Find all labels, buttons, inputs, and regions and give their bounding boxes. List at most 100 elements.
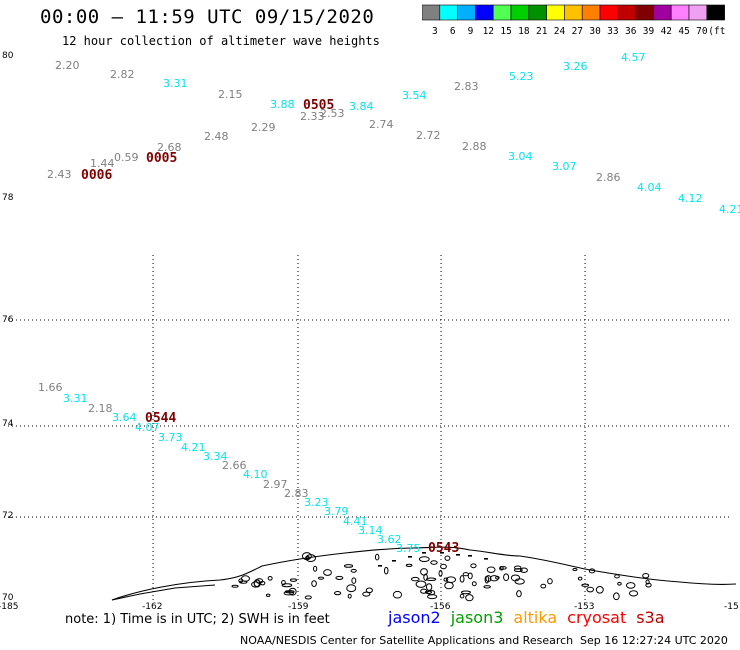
- lake-outline: [443, 577, 449, 582]
- longitude-tick-label: -162: [142, 602, 162, 612]
- barrier-island: [440, 552, 444, 554]
- lake-outline: [645, 579, 650, 585]
- swh-label: 4.10: [243, 468, 268, 481]
- swh-label: 3.07: [552, 160, 577, 173]
- longitude-tick-label: -156: [430, 602, 451, 612]
- lake-outline: [581, 583, 590, 587]
- colorbar-label: 3: [432, 26, 438, 37]
- lake-outline: [374, 553, 380, 561]
- swh-label: 3.84: [349, 100, 374, 113]
- swh-label: 2.83: [454, 80, 479, 93]
- lake-outline: [317, 576, 325, 580]
- colorbar-label: 24: [554, 26, 566, 37]
- lake-outline: [586, 586, 595, 593]
- lake-outline: [459, 593, 465, 599]
- lake-outline: [483, 585, 491, 589]
- pass-time-label: 0505: [303, 98, 334, 113]
- swh-label: 3.73: [158, 431, 183, 444]
- lake-outline: [313, 565, 318, 572]
- lake-outline: [281, 583, 293, 588]
- lake-outline: [365, 587, 373, 594]
- lake-outline: [430, 560, 438, 565]
- lake-outline: [547, 578, 553, 585]
- swh-label: 2.88: [462, 140, 487, 153]
- colorbar-label: 30: [589, 26, 601, 37]
- lake-outline: [305, 556, 310, 560]
- lake-outline: [467, 572, 473, 580]
- lake-outline: [301, 552, 312, 561]
- lake-outline: [461, 590, 471, 595]
- lake-outline: [238, 578, 244, 583]
- lake-outline: [614, 574, 620, 579]
- lake-outline: [424, 590, 433, 594]
- lake-outline: [471, 581, 477, 587]
- lake-outline: [418, 556, 430, 563]
- longitude-tick-label: -153: [574, 602, 594, 612]
- swh-label: 3.75: [396, 542, 421, 555]
- barrier-island: [468, 555, 472, 557]
- lake-outline: [513, 568, 523, 573]
- barrier-island: [378, 565, 382, 567]
- swh-label: 2.66: [222, 459, 247, 472]
- swh-label: 4.12: [678, 192, 703, 205]
- swh-label: 2.68: [157, 141, 182, 154]
- lake-outline: [311, 580, 317, 587]
- colorbar-label: 12: [483, 26, 494, 37]
- pass-time-label: 0006: [81, 168, 112, 183]
- lake-outline: [420, 568, 428, 576]
- swh-label: 3.04: [508, 150, 533, 163]
- swh-label: 2.53: [320, 107, 345, 120]
- lake-outline: [588, 568, 596, 574]
- swh-label: 4.21: [181, 441, 206, 454]
- lake-outline: [444, 555, 451, 561]
- colorbar-label: 27: [572, 26, 583, 37]
- swh-label: 2.82: [110, 68, 135, 81]
- lake-outline: [323, 569, 332, 576]
- swh-label: 3.54: [402, 89, 427, 102]
- swh-label: 2.43: [47, 168, 72, 181]
- legend-item-cryosat: cryosat: [567, 608, 627, 627]
- latitude-tick-label: 70: [2, 593, 14, 603]
- lake-outline: [628, 590, 639, 597]
- swh-label: 2.86: [596, 171, 621, 184]
- colorbar-label: 39: [643, 26, 655, 37]
- lake-outline: [255, 578, 264, 584]
- lake-outline: [281, 580, 286, 586]
- coastline: [111, 546, 737, 601]
- note-text: note: 1) Time is in UTC; 2) SWH is in fe…: [65, 612, 330, 627]
- lake-outline: [427, 594, 438, 600]
- pass-time-label: 0544: [145, 411, 176, 426]
- swh-label: 2.48: [204, 130, 229, 143]
- swh-label: 2.18: [88, 402, 113, 415]
- colorbar-label: 42: [661, 26, 672, 37]
- swh-label: 2.29: [251, 121, 276, 134]
- lake-outline: [572, 568, 578, 572]
- colorbar-label: 45: [678, 26, 689, 37]
- lake-outline: [289, 578, 298, 582]
- latitude-tick-label: 80: [2, 51, 14, 61]
- lake-outline: [495, 575, 500, 580]
- swh-label: 2.33: [300, 110, 325, 123]
- lake-outline: [423, 573, 428, 581]
- lake-outline: [415, 580, 427, 588]
- lake-outline: [445, 576, 457, 583]
- swh-label: 3.88: [270, 98, 295, 111]
- lake-outline: [444, 581, 454, 590]
- lake-outline: [288, 587, 297, 596]
- latitude-tick-label: 76: [2, 315, 14, 325]
- legend-item-jason3: jason3: [450, 608, 504, 627]
- swh-label: 3.31: [163, 77, 188, 90]
- swh-label: 4.21: [719, 203, 740, 216]
- lake-outline: [351, 577, 357, 584]
- swh-label: 3.26: [563, 60, 588, 73]
- lake-outline: [484, 575, 490, 584]
- lake-outline: [503, 573, 510, 582]
- lake-outline: [438, 570, 443, 577]
- lake-outline: [519, 567, 528, 573]
- pass-time-label: 0005: [146, 151, 177, 166]
- colorbar-label: 18: [518, 26, 530, 37]
- legend-item-s3a: s3a: [636, 608, 665, 627]
